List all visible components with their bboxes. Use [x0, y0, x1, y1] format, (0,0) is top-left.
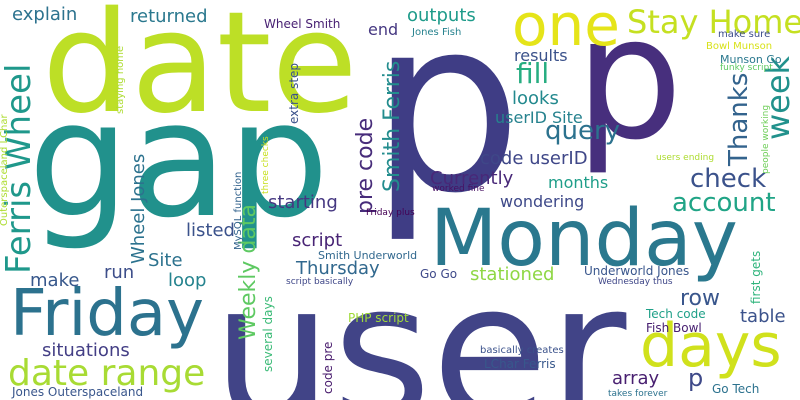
word: users ending — [656, 153, 715, 163]
word: Go Tech — [712, 382, 760, 396]
word: Tech code — [646, 307, 706, 321]
word: Friday plus — [366, 208, 415, 218]
word: extra step — [287, 62, 301, 124]
word: table — [740, 306, 786, 327]
word: takes forever — [608, 389, 668, 399]
word: Jones Fish — [412, 27, 462, 38]
word: p — [575, 0, 683, 178]
word: months — [548, 173, 609, 192]
word: PHP script — [348, 311, 409, 325]
word: account — [672, 188, 776, 218]
word: row — [680, 286, 721, 311]
word: starting — [268, 192, 338, 213]
word: date — [42, 0, 358, 145]
word: Wheel Jones — [128, 153, 149, 264]
word: Underworld Jones — [584, 264, 690, 278]
word: user — [212, 242, 627, 400]
word: loop — [168, 270, 207, 291]
word: Thanks — [724, 72, 754, 166]
word: array — [612, 368, 660, 389]
word: pre code — [353, 117, 378, 214]
word: date range — [8, 353, 206, 394]
word: make sure — [718, 29, 771, 40]
word: explain — [12, 4, 78, 25]
word: Thursday — [296, 258, 380, 279]
word: p — [370, 0, 523, 246]
word: Go Go — [420, 267, 458, 281]
word: first gets — [749, 250, 763, 304]
word: check — [690, 164, 767, 194]
word: situations — [42, 340, 130, 361]
word: fill — [516, 57, 550, 90]
word: Munson Go — [720, 53, 782, 66]
word: Smith Underworld — [318, 249, 418, 262]
word: three checks — [261, 136, 271, 194]
word: looks — [512, 88, 559, 109]
word: script — [292, 230, 343, 251]
word: Friday — [10, 277, 204, 351]
word: staying home — [115, 45, 126, 114]
word: gap — [28, 66, 330, 253]
word: one — [512, 0, 620, 59]
word: Wheel Smith — [264, 17, 341, 31]
word: Stay Home — [627, 3, 800, 41]
word: days — [640, 311, 782, 381]
word: Wednesday thus — [598, 277, 673, 287]
word: results — [514, 46, 568, 65]
word: outputs — [407, 5, 476, 26]
word: MySQL function — [233, 171, 244, 250]
word: run — [104, 262, 135, 283]
word: code userID — [480, 148, 588, 169]
word: Currently — [430, 168, 514, 189]
word: Jones Outerspaceland — [12, 385, 144, 399]
word: make — [30, 270, 80, 291]
word: query — [545, 116, 621, 146]
word: end — [368, 20, 399, 39]
word: Site — [148, 250, 183, 271]
word: basically creates — [480, 345, 564, 356]
word: p — [688, 364, 704, 392]
word: funky script — [720, 63, 773, 73]
word: code pre — [321, 341, 335, 394]
word: stationed — [470, 264, 555, 285]
word: Fish Bowl — [646, 321, 702, 335]
word: Monday — [430, 194, 738, 284]
word: listed — [186, 220, 235, 241]
word: Bowl Munson — [706, 41, 773, 52]
word: returned — [130, 6, 208, 27]
word: Smith Ferris — [380, 60, 405, 192]
word: worked fine — [432, 184, 485, 194]
word: LChar Ferris — [484, 357, 556, 371]
word: Outerspaceland LChar — [0, 114, 10, 226]
word: userID Site — [495, 108, 583, 127]
word: several days — [261, 296, 275, 372]
word: script basically — [286, 277, 354, 287]
word: wondering — [500, 192, 585, 211]
